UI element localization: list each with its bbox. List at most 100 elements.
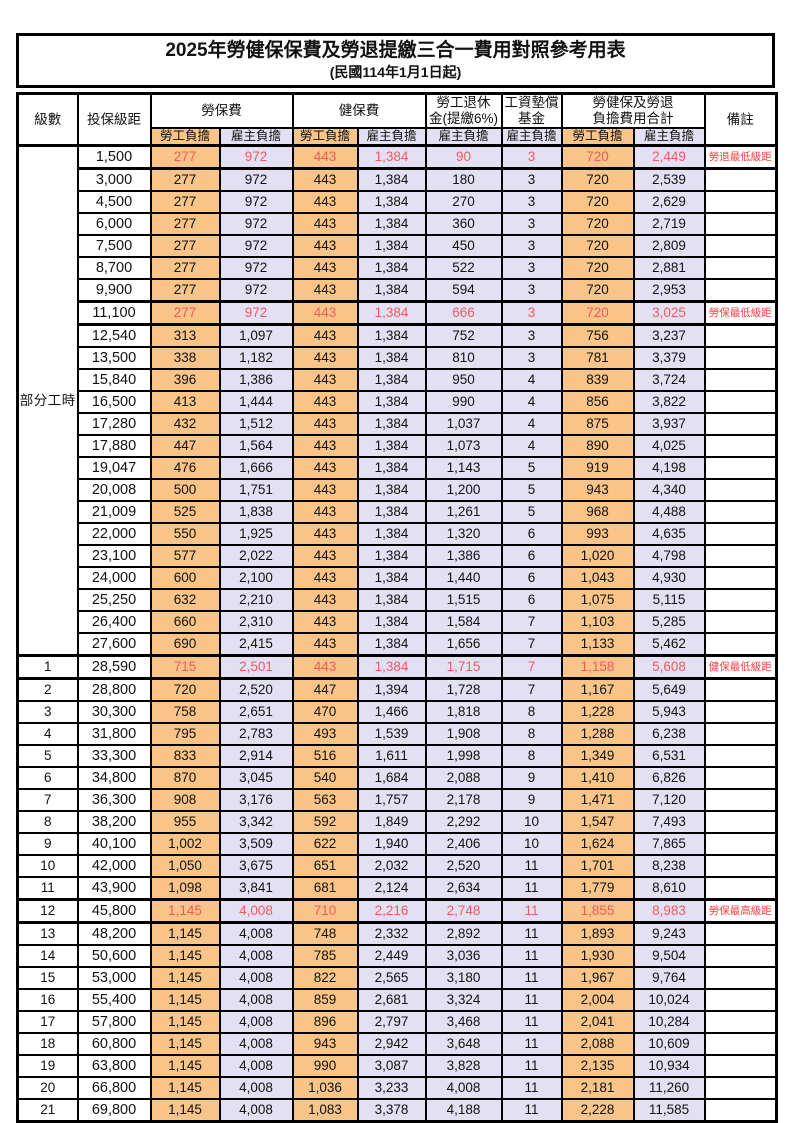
value-cell: 968: [560, 500, 635, 524]
table-row: 13,500 338 1,182 443 1,384 810 3 781 3,379: [18, 346, 778, 370]
value-cell: 396: [149, 368, 221, 392]
value-cell: 443: [291, 500, 359, 524]
value-cell: 1,384: [356, 144, 427, 170]
note-cell: 勞保最高級距: [703, 898, 778, 924]
value-cell: 1,002: [149, 832, 221, 856]
value-cell: 758: [149, 700, 221, 724]
value-cell: 8: [500, 744, 563, 768]
value-cell: 1,512: [218, 412, 294, 436]
value-cell: 3,379: [632, 346, 706, 370]
value-cell: 277: [149, 167, 221, 192]
value-cell: 1,849: [356, 810, 427, 834]
col-header-wage-fund: 工資墊償 基金: [500, 92, 563, 129]
value-cell: 6: [500, 544, 563, 568]
table-row: 22,000 550 1,925 443 1,384 1,320 6 993 4,635: [18, 522, 778, 546]
value-cell: 1,925: [218, 522, 294, 546]
subheader-pension-employer: 雇主負擔: [424, 127, 503, 147]
grade-cell: 16: [16, 988, 79, 1012]
table-row: 20 66,800 1,145 4,008 1,036 3,233 4,008 11 2,181…: [16, 1076, 778, 1100]
value-cell: 1,020: [560, 544, 635, 568]
value-cell: 748: [291, 921, 359, 946]
value-cell: 2,809: [632, 234, 706, 258]
value-cell: 795: [149, 722, 221, 746]
grade-cell: 9: [16, 832, 79, 856]
value-cell: 443: [291, 278, 359, 303]
salary-bracket-cell: 11,100: [76, 300, 152, 326]
note-cell: [703, 854, 778, 878]
value-cell: 1,386: [218, 368, 294, 392]
value-cell: 1,384: [356, 654, 427, 680]
subheader-labor-employer: 雇主負擔: [218, 127, 294, 147]
value-cell: 955: [149, 810, 221, 834]
table-row: 7,500 277 972 443 1,384 450 3 720 2,809: [18, 234, 778, 258]
value-cell: 2,651: [218, 700, 294, 724]
value-cell: 1,103: [560, 610, 635, 634]
value-cell: 1,384: [356, 566, 427, 590]
value-cell: 1,182: [218, 346, 294, 370]
grade-cell: 10: [16, 854, 79, 878]
value-cell: 1,384: [356, 588, 427, 612]
value-cell: 1,466: [356, 700, 427, 724]
value-cell: 443: [291, 588, 359, 612]
note-cell: [703, 390, 778, 414]
value-cell: 1,384: [356, 190, 427, 214]
value-cell: 443: [291, 654, 359, 680]
value-cell: 2,178: [424, 788, 503, 812]
note-cell: [703, 921, 778, 946]
value-cell: 11: [500, 854, 563, 878]
col-header-labor-insurance: 勞保費: [149, 92, 294, 129]
subheader-total-employer: 雇主負擔: [632, 127, 706, 147]
value-cell: 413: [149, 390, 221, 414]
value-cell: 2,914: [218, 744, 294, 768]
value-cell: 2,449: [356, 944, 427, 968]
value-cell: 1,384: [356, 522, 427, 546]
value-cell: 2,332: [356, 921, 427, 946]
table-row: 20,008 500 1,751 443 1,384 1,200 5 943 4,340: [18, 478, 778, 502]
value-cell: 1,440: [424, 566, 503, 590]
grade-cell: 11: [16, 876, 79, 901]
table-row: 17,880 447 1,564 443 1,384 1,073 4 890 4,025: [18, 434, 778, 458]
value-cell: 443: [291, 632, 359, 657]
salary-bracket-cell: 9,900: [76, 278, 152, 303]
grade-cell: 18: [16, 1032, 79, 1056]
value-cell: 11: [500, 1010, 563, 1034]
value-cell: 1,037: [424, 412, 503, 436]
table-row: 17,280 432 1,512 443 1,384 1,037 4 875 3,937: [18, 412, 778, 436]
col-header-salary: 投保級距: [76, 92, 152, 147]
note-cell: [703, 744, 778, 768]
value-cell: 443: [291, 544, 359, 568]
table-row: 6 34,800 870 3,045 540 1,684 2,088 9 1,410 6,826: [16, 766, 778, 790]
value-cell: 4,008: [218, 898, 294, 924]
value-cell: 493: [291, 722, 359, 746]
table-row: 17 57,800 1,145 4,008 896 2,797 3,468 11 2,041 10…: [16, 1010, 778, 1034]
value-cell: 6,826: [632, 766, 706, 790]
value-cell: 943: [560, 478, 635, 502]
value-cell: 5,285: [632, 610, 706, 634]
grade-cell: 17: [16, 1010, 79, 1034]
value-cell: 11: [500, 921, 563, 946]
value-cell: 622: [291, 832, 359, 856]
table-row: 2 28,800 720 2,520 447 1,394 1,728 7 1,167 5,649: [16, 677, 778, 702]
page-subtitle: (民國114年1月1日起): [329, 64, 462, 80]
value-cell: 1,384: [356, 610, 427, 634]
value-cell: 3,324: [424, 988, 503, 1012]
note-cell: [703, 434, 778, 458]
value-cell: 810: [424, 346, 503, 370]
value-cell: 1,145: [149, 1010, 221, 1034]
value-cell: 972: [218, 167, 294, 192]
value-cell: 2,783: [218, 722, 294, 746]
value-cell: 1,893: [560, 921, 635, 946]
note-cell: [703, 766, 778, 790]
salary-bracket-cell: 20,008: [76, 478, 152, 502]
value-cell: 651: [291, 854, 359, 878]
note-cell: [703, 988, 778, 1012]
value-cell: 443: [291, 300, 359, 326]
note-cell: [703, 1010, 778, 1034]
value-cell: 3,180: [424, 966, 503, 990]
value-cell: 3,036: [424, 944, 503, 968]
salary-bracket-cell: 28,800: [76, 677, 152, 702]
table-row: 12 45,800 1,145 4,008 710 2,216 2,748 11 1,855 8,…: [16, 898, 778, 924]
value-cell: 4,340: [632, 478, 706, 502]
value-cell: 2,748: [424, 898, 503, 924]
table-row: 3,000 277 972 443 1,384 180 3 720 2,539: [18, 167, 778, 192]
